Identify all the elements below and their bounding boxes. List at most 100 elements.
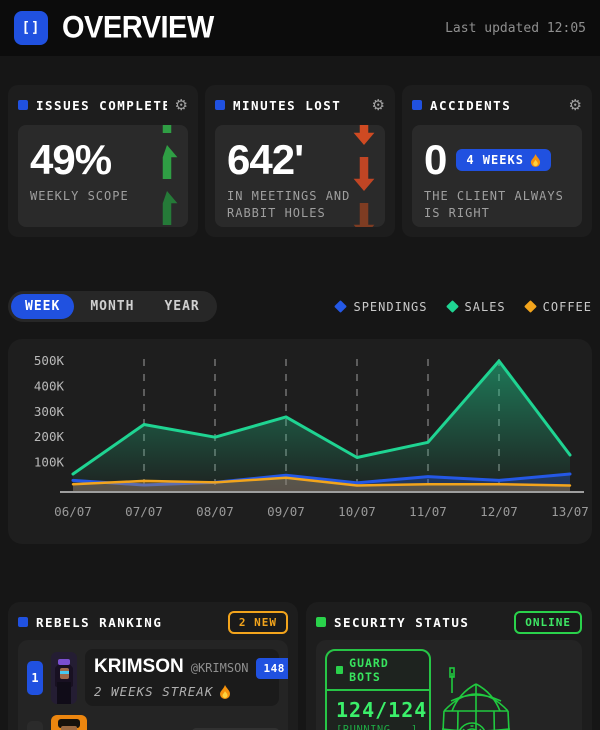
svg-text:13/07: 13/07 (551, 504, 589, 519)
player-handle: @KRIMSON (190, 661, 249, 675)
ranking-row[interactable]: 2 MATI @MATI 1 (27, 715, 279, 730)
streak-text: 2 WEEKS STREAK (94, 684, 214, 699)
stat-panel: 49% WEEKLY SCOPE (18, 125, 188, 227)
legend-diamond-icon (523, 300, 537, 313)
stat-subtitle: THE CLIENT ALWAYS IS RIGHT (424, 189, 564, 221)
card-header: ISSUES COMPLETED ⚙ (18, 95, 188, 115)
guard-bots-state: [RUNNING...] (336, 724, 418, 730)
area-chart: 100K 200K 300K 400K 500K 06/07 07/07 08/07 09/07… (34, 353, 589, 519)
card-title: REBELS RANKING (36, 614, 163, 630)
streak-weeks-badge: 4 WEEKS (456, 149, 551, 171)
bullet-square-icon (18, 100, 28, 110)
svg-text:11/07: 11/07 (409, 504, 447, 519)
guard-bots-header: GUARD BOTS (327, 651, 429, 691)
ranking-list: 1 KRIMSON @KRIMSON (18, 640, 288, 730)
trend-up-arrows-icon (154, 125, 180, 227)
svg-text:12/07: 12/07 (480, 504, 518, 519)
app-header: [] OVERVIEW Last updated 12:05 (0, 0, 600, 56)
stat-value: 642' (227, 136, 304, 183)
player-info: MATI @MATI 129 POINTS (95, 727, 279, 730)
bullet-square-icon (215, 100, 225, 110)
stat-subtitle: WEEKLY SCOPE (30, 189, 129, 203)
legend-diamond-icon (334, 300, 348, 313)
chart-controls-row: WEEK MONTH YEAR SPENDINGS SALES COFFEE (8, 291, 592, 322)
card-title: SECURITY STATUS (334, 614, 470, 630)
security-panel: GUARD BOTS 124/124 [RUNNING...] (316, 640, 582, 730)
stat-card-minutes-lost: MINUTES LOST ⚙ 642' IN MEETINGS AND RABB… (205, 85, 395, 237)
card-title: MINUTES LOST (233, 97, 342, 113)
online-status-badge: ONLINE (514, 610, 582, 634)
svg-text:300K: 300K (34, 404, 65, 419)
guard-boxes-column: GUARD BOTS 124/124 [RUNNING...] (325, 649, 431, 730)
svg-text:07/07: 07/07 (125, 504, 163, 519)
logo-brackets-icon: [] (21, 20, 41, 36)
svg-text:08/07: 08/07 (196, 504, 234, 519)
svg-text:200K: 200K (34, 429, 65, 444)
svg-text:500K: 500K (34, 353, 65, 368)
stat-value: 49% (30, 136, 112, 183)
card-header: SECURITY STATUS ONLINE (316, 610, 582, 634)
stat-value: 0 (424, 136, 447, 183)
legend-item-spendings[interactable]: SPENDINGS (334, 299, 428, 314)
guard-bots-count: 124/124 (336, 698, 428, 722)
card-header: ACCIDENTS ⚙ (412, 95, 582, 115)
new-count-badge: 2 NEW (227, 610, 288, 634)
stat-card-accidents: ACCIDENTS ⚙ 0 4 WEEKS THE CLIENT ALWAYS … (402, 85, 592, 237)
rank-badge: 1 (27, 660, 43, 695)
flame-icon (530, 153, 541, 167)
stat-panel: 0 4 WEEKS THE CLIENT ALWAYS IS RIGHT (412, 125, 582, 227)
legend-label: SALES (464, 299, 506, 314)
tab-year[interactable]: YEAR (150, 294, 213, 319)
legend-item-sales[interactable]: SALES (445, 299, 506, 314)
avatar (51, 715, 87, 730)
player-name: KRIMSON (94, 656, 184, 677)
card-title: ISSUES COMPLETED (36, 97, 167, 113)
chart-card: 100K 200K 300K 400K 500K 06/07 07/07 08/07 09/07… (8, 339, 592, 544)
chart-legend: SPENDINGS SALES COFFEE (334, 299, 592, 314)
card-title: ACCIDENTS (430, 97, 512, 113)
security-body: GUARD BOTS 124/124 [RUNNING...] (325, 649, 573, 730)
bottom-cards-row: REBELS RANKING 2 NEW 1 (8, 602, 592, 730)
stat-panel: 642' IN MEETINGS AND RABBIT HOLES (215, 125, 385, 227)
trend-down-arrows-icon (351, 125, 377, 227)
svg-text:09/07: 09/07 (267, 504, 305, 519)
avatar (51, 651, 77, 704)
svg-text:06/07: 06/07 (54, 504, 92, 519)
page-title: OVERVIEW (62, 10, 214, 45)
legend-label: SPENDINGS (353, 299, 428, 314)
player-info: KRIMSON @KRIMSON 148 POINTS 2 WEEKS STRE… (85, 649, 288, 706)
stat-subtitle: IN MEETINGS AND RABBIT HOLES (227, 189, 351, 221)
card-header: MINUTES LOST ⚙ (215, 95, 385, 115)
legend-label: COFFEE (542, 299, 592, 314)
card-header: REBELS RANKING 2 NEW (18, 610, 288, 634)
points-badge: 148 POINTS (255, 658, 288, 679)
gear-icon[interactable]: ⚙ (174, 95, 188, 114)
player-name-row: KRIMSON @KRIMSON 148 POINTS (94, 656, 288, 679)
player-name: MATI (95, 728, 135, 730)
bullet-square-icon (316, 617, 326, 627)
stat-cards-row: ISSUES COMPLETED ⚙ 49% WEEKLY SCOPE M (8, 85, 592, 237)
svg-text:10/07: 10/07 (338, 504, 376, 519)
last-updated-text: Last updated 12:05 (445, 20, 586, 36)
rank-badge: 2 (27, 721, 43, 730)
app-logo[interactable]: [] (14, 11, 48, 45)
streak-text-row: 2 WEEKS STREAK (94, 684, 270, 699)
legend-item-coffee[interactable]: COFFEE (523, 299, 592, 314)
robot-wireframe-icon (441, 667, 511, 730)
bullet-square-icon (18, 617, 28, 627)
tab-month[interactable]: MONTH (76, 294, 148, 319)
main-content: ISSUES COMPLETED ⚙ 49% WEEKLY SCOPE M (0, 85, 600, 730)
ranking-row[interactable]: 1 KRIMSON @KRIMSON (27, 649, 288, 706)
tab-week[interactable]: WEEK (11, 294, 75, 319)
stat-card-issues-completed: ISSUES COMPLETED ⚙ 49% WEEKLY SCOPE (8, 85, 198, 237)
stat-value-row: 0 4 WEEKS (424, 139, 570, 181)
flame-icon (220, 684, 231, 699)
points-badge: 129 POINTS (191, 727, 279, 730)
bullet-square-icon (412, 100, 422, 110)
green-square-icon (336, 666, 344, 674)
guard-bots-title: GUARD BOTS (349, 656, 389, 684)
gear-icon[interactable]: ⚙ (371, 95, 385, 114)
legend-diamond-icon (445, 300, 459, 313)
rebels-ranking-card: REBELS RANKING 2 NEW 1 (8, 602, 298, 730)
gear-icon[interactable]: ⚙ (568, 95, 582, 114)
